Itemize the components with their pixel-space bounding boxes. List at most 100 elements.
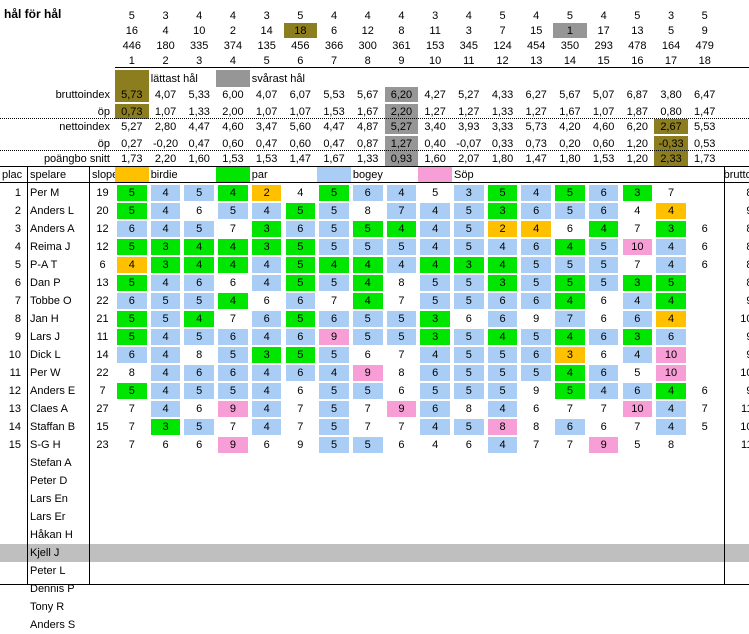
- score-cell: 5: [454, 203, 484, 219]
- score-cell: 5: [352, 311, 383, 327]
- score-cell: 4: [656, 419, 686, 435]
- player-brutto: 106: [740, 367, 749, 379]
- score-cell: 4: [656, 293, 686, 309]
- header-par-cell: 4: [600, 9, 607, 22]
- header-length-cell: 374: [223, 39, 243, 52]
- player-name: Dennis P: [30, 583, 75, 595]
- score-cell-18: 6: [701, 385, 708, 397]
- player-name: Staffan B: [30, 421, 76, 433]
- score-cell: 4: [656, 401, 686, 417]
- stat-value: 1,27: [525, 105, 547, 118]
- header-length-cell: 478: [628, 39, 647, 52]
- stat-value: 1,07: [154, 105, 177, 118]
- player-name: Tobbe O: [30, 295, 72, 307]
- score-cell: 8: [386, 365, 417, 381]
- score-cell: 6: [588, 347, 619, 363]
- score-cell: 4: [150, 329, 181, 345]
- header-par-cell: 3: [263, 9, 270, 22]
- stat-value: 0,47: [255, 137, 278, 150]
- bottom-rule: [0, 584, 749, 585]
- header-hole-cell: 7: [330, 54, 338, 67]
- player-slope: 23: [96, 439, 109, 451]
- score-cell: 4: [487, 437, 518, 453]
- score-cell: 5: [218, 383, 248, 399]
- stat-value: 0,73: [525, 137, 547, 150]
- score-cell: 5: [117, 203, 147, 219]
- score-cell: 10: [622, 401, 653, 417]
- score-cell: 6: [319, 311, 349, 327]
- header-index-cell: 11: [429, 24, 441, 37]
- score-cell: 5: [386, 239, 417, 255]
- score-cell: 6: [184, 275, 215, 291]
- stat-value: 1,60: [188, 152, 210, 165]
- score-cell: 4: [251, 275, 282, 291]
- score-cell: 8: [184, 347, 215, 363]
- player-slope: 22: [96, 367, 109, 379]
- score-cell: 5: [487, 383, 518, 399]
- score-cell: 4: [555, 293, 585, 309]
- score-cell: 9: [386, 401, 417, 417]
- player-plac: 11: [9, 367, 21, 379]
- stat-value: 1,33: [188, 105, 210, 118]
- score-cell: 7: [285, 419, 316, 435]
- header-hole-cell: 10: [429, 54, 442, 67]
- score-cell: 8: [352, 203, 383, 219]
- player-plac: 14: [8, 421, 21, 433]
- score-cell: 9: [352, 365, 383, 381]
- stat-value: 1,53: [592, 152, 615, 165]
- score-cell: 5: [588, 275, 619, 291]
- stat-value: 0,47: [323, 137, 345, 150]
- stat-value: 1,07: [255, 105, 278, 118]
- player-name: Anders E: [30, 385, 76, 397]
- score-cell: 5: [184, 185, 215, 201]
- score-cell: 5: [454, 329, 484, 345]
- spelare-header: spelare: [30, 168, 67, 181]
- stat-value: 4,27: [424, 88, 446, 101]
- score-cell: 5: [521, 329, 552, 345]
- player-plac: 15: [8, 439, 21, 451]
- header-hole-cell: 15: [597, 54, 610, 67]
- score-cell-18: 6: [701, 241, 708, 253]
- stat-value: 1,07: [289, 105, 312, 118]
- score-cell: 4: [150, 203, 181, 219]
- header-hole-cell: 16: [631, 54, 644, 67]
- stat-label: nettoindex: [59, 120, 110, 133]
- score-cell: 5: [352, 329, 383, 345]
- score-cell: 5: [285, 203, 316, 219]
- score-cell: 3: [487, 275, 518, 291]
- score-cell: 3: [487, 203, 518, 219]
- stat-value: -0,33: [654, 136, 688, 151]
- bogey-label: bogey: [352, 168, 383, 181]
- score-cell: 3: [656, 221, 686, 237]
- score-cell: 9: [218, 437, 248, 453]
- header-index-cell: 3: [465, 24, 472, 37]
- score-cell: 5: [319, 347, 349, 363]
- header-index-cell: 7: [499, 24, 506, 37]
- score-cell: 5: [184, 329, 215, 345]
- stat-value: 5,27: [121, 120, 143, 133]
- score-cell: 4: [487, 257, 518, 273]
- stat-value: 1,47: [694, 105, 716, 118]
- score-cell-18: [688, 310, 722, 328]
- score-cell: 5: [487, 365, 518, 381]
- score-cell: 9: [218, 401, 248, 417]
- player-plac: 1: [14, 187, 21, 199]
- score-cell: 3: [251, 221, 282, 237]
- header-index-cell: 10: [193, 24, 206, 37]
- header-par-cell: 4: [465, 9, 472, 22]
- score-cell: 5: [420, 383, 450, 399]
- player-brutto: 93: [722, 382, 749, 400]
- header-hole-cell: 11: [463, 54, 475, 67]
- score-cell: 4: [656, 383, 686, 399]
- score-cell: 4: [487, 401, 518, 417]
- stat-value: 1,53: [323, 105, 345, 118]
- header-index-cell: 6: [330, 24, 338, 37]
- score-cell: 6: [588, 329, 619, 345]
- stat-value: 5,27: [384, 119, 419, 134]
- header-length-cell: 345: [459, 39, 479, 52]
- score-cell: 4: [420, 437, 450, 453]
- stat-value: 3,93: [458, 120, 480, 133]
- score-cell: 6: [285, 293, 316, 309]
- par-swatch: [216, 167, 250, 182]
- stat-value: 6,47: [694, 88, 716, 101]
